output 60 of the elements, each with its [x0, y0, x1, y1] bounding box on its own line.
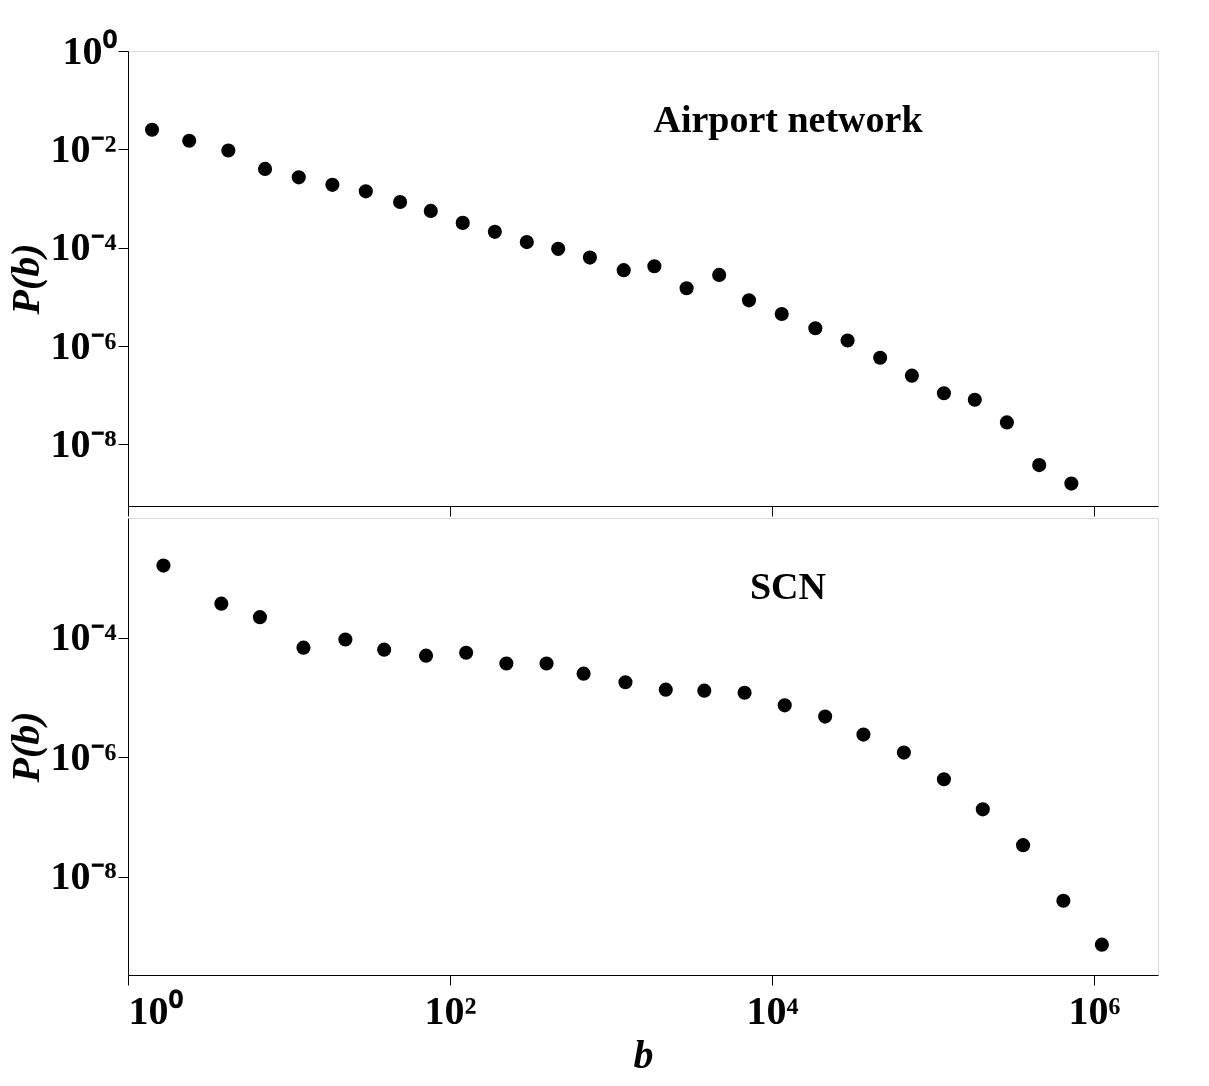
x-tick-label: 10⁰	[128, 987, 183, 1033]
x-tick-label: 10⁶	[1068, 987, 1121, 1033]
point	[647, 259, 662, 274]
point	[487, 224, 502, 239]
point	[774, 306, 789, 322]
y-tick-label: 10⁻⁶	[50, 733, 117, 779]
point	[459, 645, 474, 660]
point	[418, 648, 434, 663]
y-tick-label: 10⁻⁴	[50, 224, 117, 270]
x-tick-label: 10⁴	[746, 987, 799, 1033]
point	[1056, 893, 1071, 908]
point	[818, 709, 833, 724]
point	[551, 241, 566, 256]
point	[856, 727, 871, 742]
point	[975, 802, 990, 817]
y-axis-title: P(b)	[2, 243, 48, 316]
y-tick-label: 10⁻⁸	[50, 420, 117, 466]
point	[338, 632, 353, 647]
x-tick-label: 10²	[424, 987, 477, 1033]
x-axis-title: b	[633, 1031, 654, 1077]
point	[455, 215, 470, 230]
point	[377, 642, 392, 657]
point	[936, 772, 951, 787]
point	[1094, 937, 1109, 952]
point	[679, 281, 694, 296]
y-tick-label: 10⁻⁶	[50, 322, 117, 368]
point	[658, 682, 673, 697]
point	[582, 250, 597, 265]
point	[519, 235, 534, 250]
y-tick-label: 10⁻²	[50, 125, 117, 171]
point	[423, 203, 438, 218]
point	[777, 698, 792, 713]
point	[999, 415, 1014, 430]
point	[1064, 476, 1079, 491]
point	[896, 745, 911, 760]
y-tick-label: 10⁻⁸	[50, 853, 117, 899]
point	[358, 184, 373, 199]
point	[904, 368, 919, 383]
point	[712, 267, 727, 282]
point	[576, 666, 591, 681]
point	[1016, 838, 1031, 853]
point	[325, 177, 340, 192]
point	[499, 656, 514, 671]
point	[616, 263, 631, 278]
point	[1032, 458, 1047, 473]
point	[618, 675, 633, 690]
y-tick-label: 10⁰	[62, 27, 117, 73]
point	[808, 321, 823, 336]
y-tick-label: 10⁻⁴	[50, 614, 117, 660]
point	[873, 350, 888, 365]
point	[967, 392, 982, 407]
point	[697, 683, 712, 698]
point	[539, 656, 554, 671]
point	[840, 333, 855, 348]
point	[936, 386, 951, 401]
point	[737, 685, 752, 700]
y-axis-title: P(b)	[2, 711, 48, 784]
point	[741, 293, 757, 308]
annotation: SCN	[749, 565, 827, 607]
annotation: Airport network	[653, 98, 924, 140]
